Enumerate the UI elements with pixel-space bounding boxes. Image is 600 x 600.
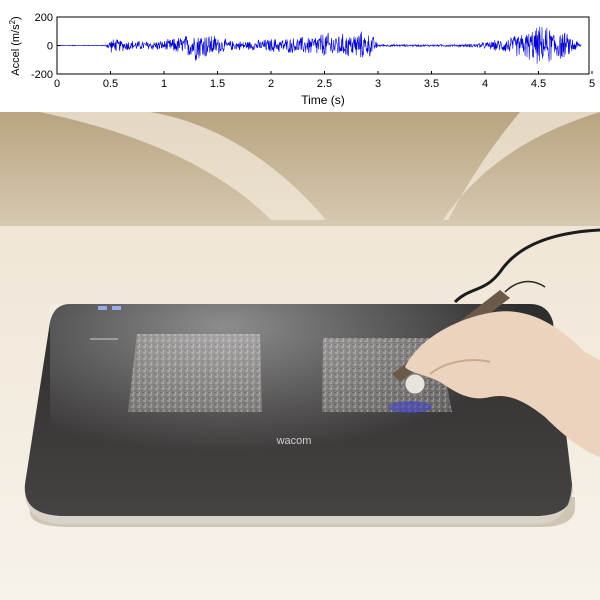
x-tick-label: 2.5 [317,78,332,90]
y-axis-label-main: Accel (m/s [10,24,22,76]
accelerometer-sensor [404,373,426,395]
y-tick-label: -200 [31,69,53,81]
x-tick-label: 4.5 [531,78,546,90]
acceleration-series [56,26,582,64]
acceleration-signal-line [56,26,582,64]
hand [405,311,600,457]
x-tick-label: 3 [375,78,381,90]
y-ticks: 200 0 -200 [31,12,60,81]
y-tick-label: 0 [47,41,53,53]
y-axis-label-sup: 2 [8,19,17,24]
x-ticks: 0 0.5 1 1.5 2 2.5 3 3.5 4 4.5 5 [54,71,595,90]
x-tick-label: 3.5 [424,78,439,90]
stylus-wire [504,280,546,293]
tablet-brand-logo: wacom [276,435,312,447]
x-axis-label: Time (s) [301,93,345,107]
desk-edge-shadow [0,220,600,226]
y-axis-label-close: ) [10,16,22,20]
y-axis-label: Accel (m/s2) [8,16,23,75]
usb-cable [453,228,600,304]
x-tick-label: 0.5 [103,78,118,90]
x-tick-label: 5 [589,78,595,90]
y-tick-label: 200 [35,12,53,24]
x-tick-label: 4 [482,78,488,90]
x-tick-label: 1.5 [210,78,225,90]
x-tick-label: 0 [54,78,60,90]
x-tick-label: 1 [161,78,167,90]
light-beam-right [395,112,600,337]
tablet-photo: wacom [0,112,600,600]
contact-blue-trace [388,401,432,413]
x-tick-label: 2 [268,78,274,90]
finger-shadow [429,359,491,375]
